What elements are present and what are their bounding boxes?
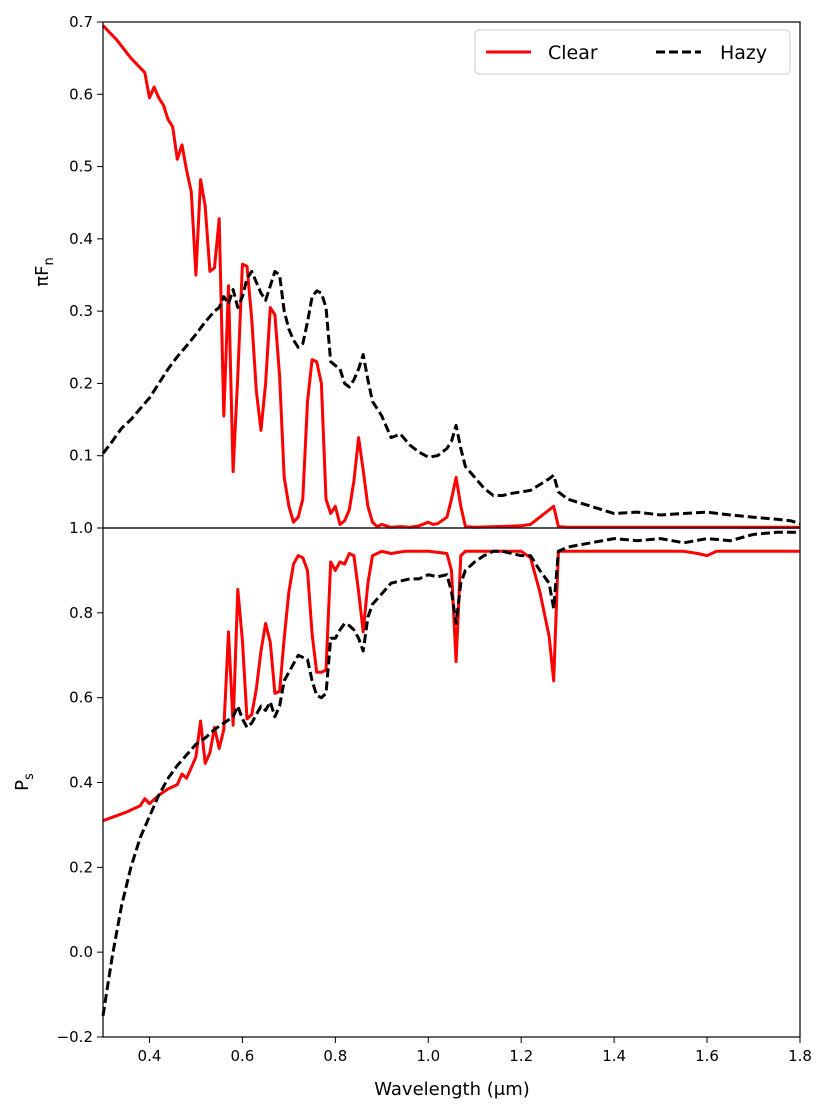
bottom-ytick-label: 0.6 <box>69 689 93 707</box>
top-ytick-label: 0.1 <box>69 447 93 465</box>
bottom-ytick-label: 0.0 <box>69 943 93 961</box>
xtick-label: 1.0 <box>416 1047 440 1065</box>
axes-frames <box>102 21 801 1038</box>
x-axis-label: Wavelength (μm) <box>374 1079 530 1100</box>
bottom-ytick-label: −0.2 <box>57 1028 93 1046</box>
bottom-axes-frame <box>102 527 801 1038</box>
xtick-label: 0.4 <box>138 1047 162 1065</box>
top-ytick-label: 0.2 <box>69 374 93 392</box>
top-series-clear-line <box>101 24 800 529</box>
legend-hazy-label: Hazy <box>720 42 767 64</box>
xtick-label: 1.2 <box>509 1047 533 1065</box>
xtick-label: 1.4 <box>602 1047 626 1065</box>
xtick-label: 0.6 <box>230 1047 254 1065</box>
top-series-layer <box>101 24 801 529</box>
top-ytick-label: 0.5 <box>69 158 93 176</box>
bottom-y-axis-label: Ps <box>12 773 37 791</box>
bottom-ytick-label: 1.0 <box>69 519 93 537</box>
top-panel: 0.1 0.2 0.3 0.4 0.5 0.6 0.7 πFn <box>32 13 801 529</box>
top-ytick-label: 0.7 <box>69 13 93 31</box>
xtick-label: 0.8 <box>323 1047 347 1065</box>
top-ytick-label: 0.4 <box>69 230 93 248</box>
bottom-ytick-layer: −0.2 0.0 0.2 0.4 0.6 0.8 1.0 <box>57 519 103 1046</box>
legend: Clear Hazy <box>474 29 791 75</box>
bottom-ytick-label: 0.8 <box>69 604 93 622</box>
top-ytick-layer: 0.1 0.2 0.3 0.4 0.5 0.6 0.7 <box>69 13 103 465</box>
xtick-label: 1.8 <box>788 1047 812 1065</box>
x-tick-layer: 0.4 0.6 0.8 1.0 1.2 1.4 1.6 1.8 <box>138 1037 812 1065</box>
xtick-label: 1.6 <box>695 1047 719 1065</box>
bottom-ytick-label: 0.4 <box>69 774 93 792</box>
top-y-axis-label: πFn <box>32 257 57 286</box>
bottom-series-hazy-line <box>101 530 800 1017</box>
top-ytick-label: 0.3 <box>69 302 93 320</box>
top-ytick-label: 0.6 <box>69 85 93 103</box>
top-axes-frame <box>102 21 801 529</box>
top-series-hazy-line <box>101 269 801 526</box>
legend-box <box>474 29 791 75</box>
legend-clear-label: Clear <box>548 42 598 64</box>
bottom-ytick-label: 0.2 <box>69 858 93 876</box>
bottom-panel: −0.2 0.0 0.2 0.4 0.6 0.8 1.0 0.4 0.6 0.8 1.0 1.2 1.… <box>12 519 812 1100</box>
bottom-series-layer <box>101 530 800 1017</box>
